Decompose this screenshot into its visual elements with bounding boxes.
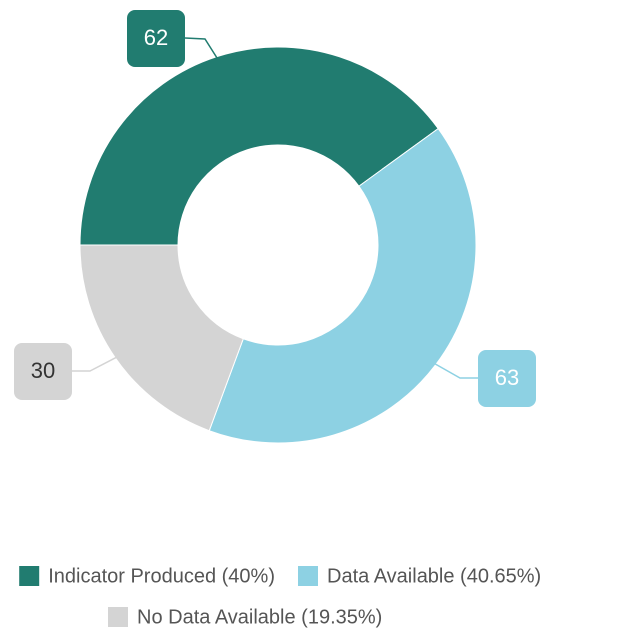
legend-label: No Data Available (19.35%) (137, 606, 382, 628)
legend-swatch (108, 607, 128, 627)
label-connector (433, 362, 478, 379)
data-label: 30 (31, 358, 55, 383)
data-label: 62 (144, 25, 168, 50)
donut-slice (208, 127, 477, 444)
donut-slice (79, 46, 439, 246)
label-box (478, 350, 536, 407)
label-connector (72, 356, 118, 372)
label-box (14, 343, 72, 400)
data-label: 63 (495, 365, 519, 390)
label-box (127, 10, 185, 67)
legend-label: Data Available (40.65%) (327, 565, 541, 587)
label-connector (184, 37, 219, 59)
legend-swatch (19, 566, 40, 586)
donut-slice (79, 244, 244, 432)
legend-label: Indicator Produced (40%) (48, 565, 275, 587)
legend-swatch (298, 566, 318, 586)
